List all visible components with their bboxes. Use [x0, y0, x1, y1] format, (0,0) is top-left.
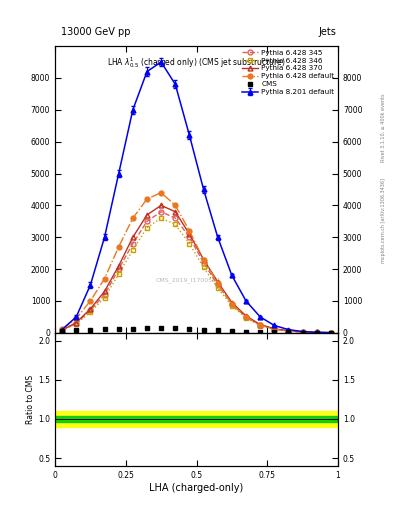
Pythia 6.428 default	[102, 275, 107, 282]
Line: Pythia 6.428 default: Pythia 6.428 default	[60, 190, 333, 335]
Pythia 6.428 370	[173, 209, 178, 215]
Pythia 6.428 346	[88, 309, 93, 315]
Pythia 6.428 345	[116, 266, 121, 272]
Pythia 6.428 346	[286, 328, 291, 334]
Text: mcplots.cern.ch [arXiv:1306.3436]: mcplots.cern.ch [arXiv:1306.3436]	[381, 178, 386, 263]
Text: 13000 GeV pp: 13000 GeV pp	[61, 27, 130, 37]
Pythia 6.428 345	[102, 291, 107, 297]
Line: Pythia 6.428 345: Pythia 6.428 345	[60, 209, 333, 335]
Pythia 6.428 346	[102, 295, 107, 301]
Pythia 6.428 346	[329, 330, 333, 336]
Pythia 6.428 346	[272, 326, 277, 332]
Pythia 6.428 346	[145, 225, 149, 231]
Pythia 6.428 345	[300, 329, 305, 335]
Pythia 6.428 default	[329, 330, 333, 336]
Pythia 6.428 345	[159, 209, 163, 215]
Pythia 6.428 346	[314, 329, 319, 335]
Pythia 6.428 default	[230, 301, 234, 307]
Pythia 6.428 default	[159, 189, 163, 196]
Pythia 6.428 345	[145, 218, 149, 224]
Pythia 6.428 346	[173, 221, 178, 227]
Line: Pythia 6.428 346: Pythia 6.428 346	[60, 216, 333, 335]
Text: CMS_2019_I1700587: CMS_2019_I1700587	[156, 277, 220, 283]
Pythia 6.428 346	[258, 323, 263, 329]
Pythia 6.428 370	[187, 231, 192, 237]
Pythia 6.428 370	[102, 288, 107, 294]
Pythia 6.428 370	[74, 319, 79, 326]
Pythia 6.428 default	[286, 328, 291, 334]
Pythia 6.428 345	[244, 314, 248, 320]
Pythia 6.428 default	[258, 322, 263, 328]
Pythia 6.428 default	[74, 315, 79, 322]
Pythia 6.428 370	[215, 279, 220, 285]
Pythia 6.428 default	[173, 202, 178, 208]
Pythia 6.428 default	[300, 329, 305, 335]
Legend: Pythia 6.428 345, Pythia 6.428 346, Pythia 6.428 370, Pythia 6.428 default, CMS,: Pythia 6.428 345, Pythia 6.428 346, Pyth…	[241, 48, 336, 96]
Text: Rivet 3.1.10, ≥ 400k events: Rivet 3.1.10, ≥ 400k events	[381, 94, 386, 162]
Pythia 6.428 345	[130, 241, 135, 247]
Pythia 6.428 345	[314, 329, 319, 335]
Pythia 6.428 default	[244, 314, 248, 321]
Pythia 6.428 345	[187, 234, 192, 240]
Pythia 6.428 default	[201, 257, 206, 263]
Pythia 6.428 345	[230, 301, 234, 307]
Pythia 6.428 default	[116, 244, 121, 250]
Pythia 6.428 346	[159, 215, 163, 221]
Pythia 6.428 346	[130, 247, 135, 253]
Pythia 6.428 default	[88, 298, 93, 304]
Text: Jets: Jets	[318, 27, 336, 37]
Pythia 6.428 370	[230, 300, 234, 306]
Pythia 6.428 345	[215, 282, 220, 288]
Pythia 6.428 370	[201, 257, 206, 263]
Pythia 6.428 345	[329, 330, 333, 336]
Pythia 6.428 345	[201, 260, 206, 266]
Pythia 6.428 default	[60, 326, 64, 332]
Pythia 6.428 default	[215, 281, 220, 287]
Text: LHA $\lambda^{1}_{0.5}$ (charged only) (CMS jet substructure): LHA $\lambda^{1}_{0.5}$ (charged only) (…	[107, 55, 286, 70]
Pythia 6.428 370	[116, 263, 121, 269]
Pythia 6.428 345	[74, 320, 79, 326]
Pythia 6.428 default	[272, 326, 277, 332]
Pythia 6.428 346	[201, 264, 206, 270]
Line: Pythia 6.428 370: Pythia 6.428 370	[60, 203, 333, 335]
Pythia 6.428 345	[272, 326, 277, 332]
Pythia 6.428 370	[286, 328, 291, 334]
Pythia 6.428 346	[230, 303, 234, 309]
Pythia 6.428 370	[300, 329, 305, 335]
Pythia 6.428 370	[159, 202, 163, 208]
Pythia 6.428 346	[187, 241, 192, 247]
Pythia 6.428 370	[329, 330, 333, 336]
Pythia 6.428 346	[215, 285, 220, 291]
Pythia 6.428 345	[286, 328, 291, 334]
Pythia 6.428 345	[173, 215, 178, 221]
Pythia 6.428 345	[60, 327, 64, 333]
Pythia 6.428 370	[145, 212, 149, 218]
Pythia 6.428 346	[300, 329, 305, 335]
Pythia 6.428 default	[130, 215, 135, 221]
Pythia 6.428 370	[244, 313, 248, 319]
Pythia 6.428 default	[145, 196, 149, 202]
Pythia 6.428 370	[258, 322, 263, 328]
Pythia 6.428 346	[116, 271, 121, 277]
Pythia 6.428 default	[187, 228, 192, 234]
Pythia 6.428 346	[60, 327, 64, 333]
Pythia 6.428 346	[74, 321, 79, 327]
Pythia 6.428 370	[130, 234, 135, 240]
Pythia 6.428 345	[258, 322, 263, 328]
Pythia 6.428 default	[314, 330, 319, 336]
Pythia 6.428 370	[272, 326, 277, 332]
Y-axis label: Ratio to CMS: Ratio to CMS	[26, 375, 35, 424]
X-axis label: LHA (charged-only): LHA (charged-only)	[149, 482, 244, 493]
Pythia 6.428 345	[88, 307, 93, 313]
Pythia 6.428 370	[314, 329, 319, 335]
Pythia 6.428 370	[88, 306, 93, 312]
Pythia 6.428 346	[244, 315, 248, 321]
Pythia 6.428 370	[60, 327, 64, 333]
